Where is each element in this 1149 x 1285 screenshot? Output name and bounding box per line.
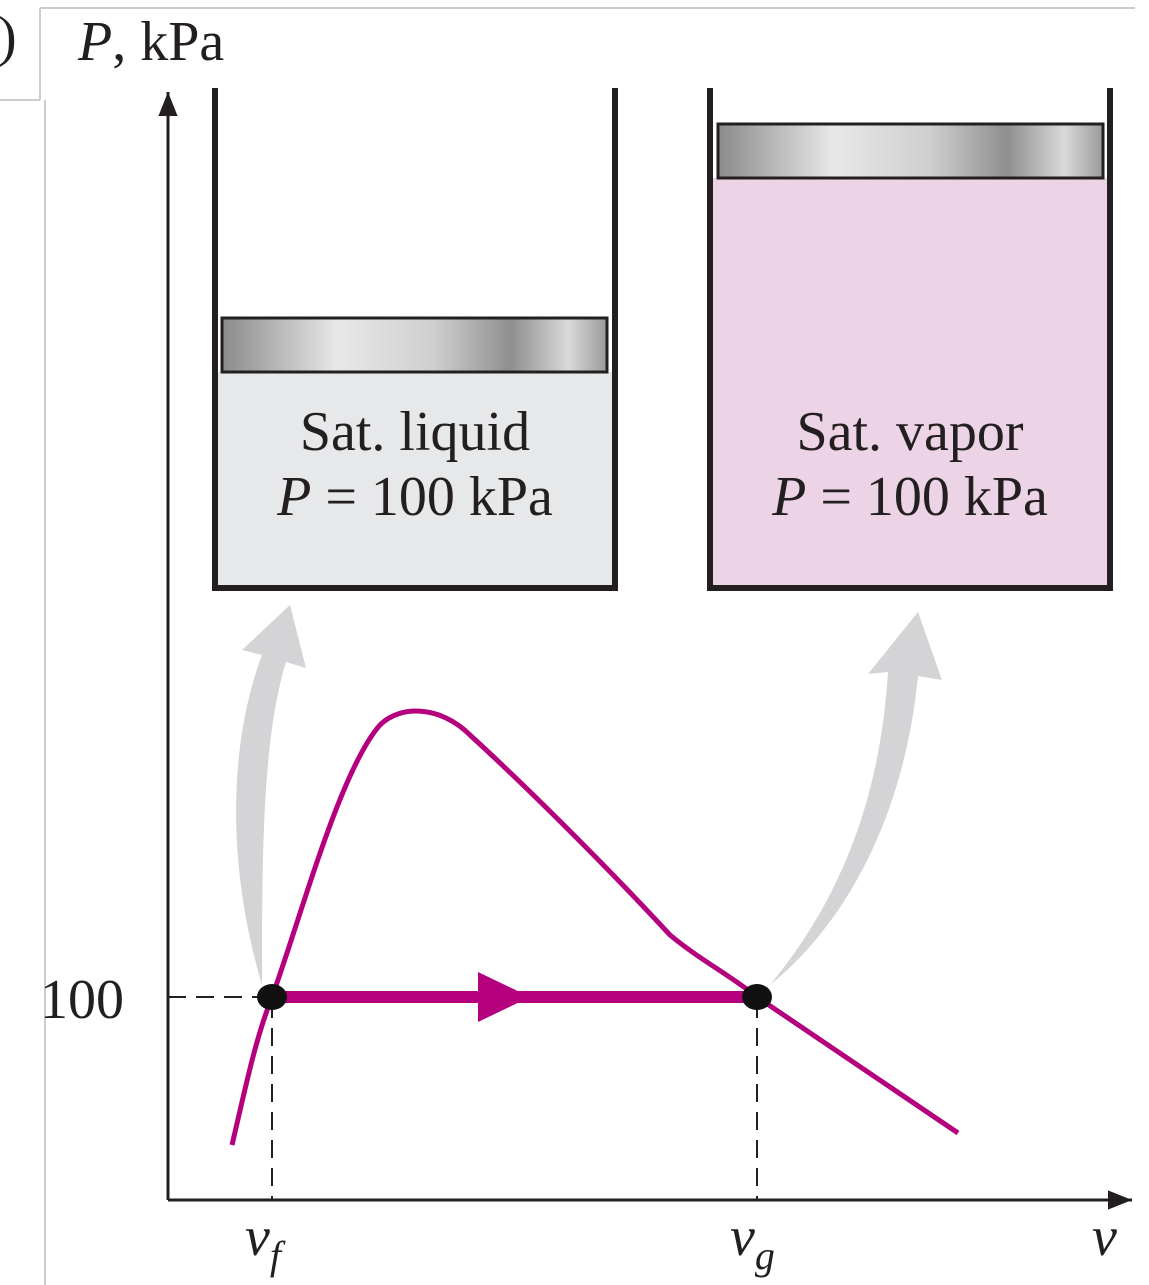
text-part: , kPa bbox=[112, 11, 224, 73]
text-part: = 100 kPa bbox=[806, 466, 1048, 528]
text-part: P bbox=[77, 11, 112, 73]
cylinder bbox=[212, 88, 618, 591]
state-arrow bbox=[236, 605, 306, 985]
text-part: P bbox=[771, 466, 806, 528]
cylinder bbox=[707, 88, 1113, 591]
y-tick-label: 100 bbox=[40, 969, 124, 1031]
frame bbox=[0, 7, 1135, 1285]
figure-fragment: ) bbox=[0, 6, 17, 68]
state-name: Sat. liquid bbox=[300, 401, 530, 463]
process-arrow bbox=[478, 972, 530, 1022]
x-tick-label: vf bbox=[245, 1206, 286, 1278]
text-part: f bbox=[270, 1233, 286, 1278]
text-part: v bbox=[730, 1206, 755, 1268]
guide-lines bbox=[168, 996, 758, 1200]
state-pressure: P = 100 kPa bbox=[771, 466, 1048, 528]
state-pressure: P = 100 kPa bbox=[276, 466, 553, 528]
state-point bbox=[257, 984, 287, 1010]
text-part: = 100 kPa bbox=[311, 466, 553, 528]
y-axis-label: P, kPa bbox=[77, 11, 224, 73]
state-name: Sat. vapor bbox=[796, 401, 1023, 463]
x-axis-label: v bbox=[1092, 1206, 1117, 1268]
state-point bbox=[742, 984, 772, 1010]
x-tick-label: vg bbox=[730, 1206, 775, 1278]
saturation-curve bbox=[229, 708, 960, 1146]
text-part: g bbox=[755, 1233, 775, 1278]
text-part: v bbox=[245, 1206, 270, 1268]
text-part: P bbox=[276, 466, 311, 528]
state-arrow bbox=[770, 612, 942, 985]
